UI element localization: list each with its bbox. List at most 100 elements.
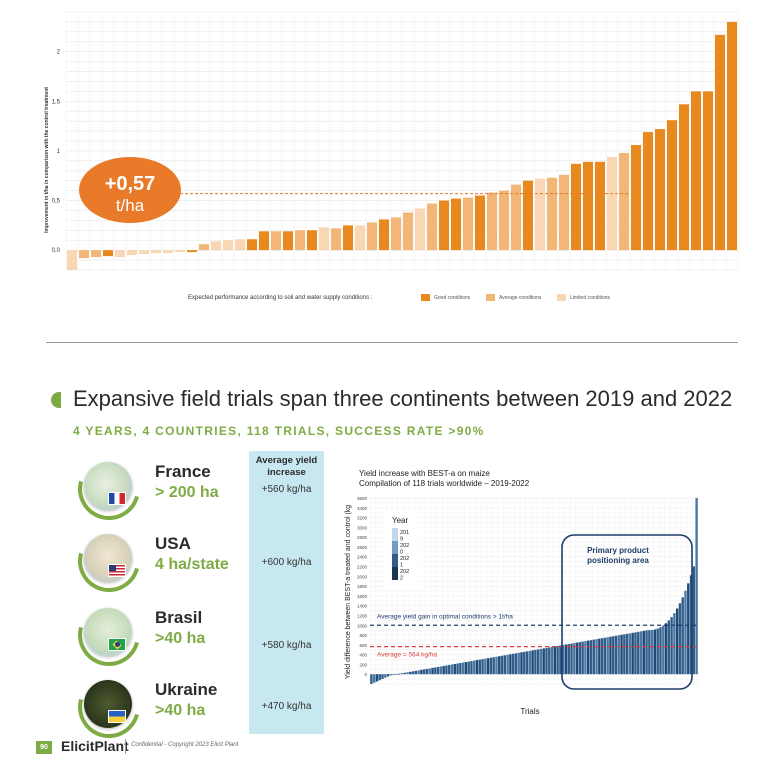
bar: [259, 231, 269, 251]
country-name: France: [155, 462, 211, 481]
bar: [423, 669, 426, 675]
optimal-gain-label: Average yield gain in optimal conditions…: [377, 613, 513, 620]
bar: [662, 625, 665, 675]
bar: [456, 663, 459, 675]
bar: [464, 662, 468, 675]
year-legend-label: 9: [400, 537, 403, 543]
bar: [481, 659, 484, 675]
bar: [467, 661, 470, 675]
bar: [607, 156, 617, 251]
bar: [727, 21, 737, 251]
bar: [695, 498, 698, 675]
bar: [475, 660, 479, 675]
bar: [403, 212, 413, 251]
average-yield-column: [249, 451, 324, 734]
top-chart-y-axis: 0,0 0,5 1 1,5 2: [52, 50, 61, 254]
bar: [235, 239, 245, 251]
country-name: Brasil: [155, 608, 203, 627]
bar: [589, 640, 593, 675]
bar: [403, 672, 406, 675]
bar: [428, 668, 431, 675]
bar: [91, 250, 101, 258]
bar: [506, 654, 509, 675]
usa-flag-icon: [108, 564, 126, 577]
bar: [592, 639, 595, 675]
country-usa: USA 4 ha/state: [66, 518, 262, 604]
bar: [175, 250, 185, 253]
bar: [307, 230, 317, 251]
footer-confidential: Confidential - Copyright 2023 Elicit Pla…: [131, 742, 239, 748]
bar: [436, 666, 440, 675]
bar: [381, 674, 384, 679]
top-yield-chart: 0,0 0,5 1 1,5 2 Improvement in t/ha in compa…: [44, 11, 739, 301]
bar: [703, 91, 713, 251]
y-tick-label: 2800: [357, 535, 368, 540]
y-tick-label: 3000: [357, 525, 368, 530]
bar: [525, 651, 529, 675]
legend-label-good: Good conditions: [434, 295, 471, 301]
top-chart-bars: [67, 21, 737, 270]
bar: [378, 674, 381, 681]
bar: [498, 656, 501, 675]
bar: [539, 648, 543, 675]
bar: [67, 250, 77, 270]
bar: [670, 617, 673, 675]
page-number: 90: [36, 741, 52, 754]
bar: [667, 620, 671, 675]
bar: [715, 34, 725, 251]
y-tick-label: 3200: [357, 516, 368, 521]
ukraine-map-icon: [66, 664, 152, 750]
bar: [542, 648, 545, 675]
bar: [535, 178, 545, 251]
mean-bubble-unit: t/ha: [116, 196, 145, 215]
bottom-chart-bars: [370, 498, 698, 684]
bar: [486, 658, 490, 675]
bar: [386, 674, 390, 677]
footer-separator: [125, 739, 126, 754]
positioning-label-1: Primary product: [587, 546, 649, 555]
bar: [609, 636, 612, 675]
year-legend-title: Year: [392, 516, 409, 525]
brazil-flag-icon: [108, 638, 126, 651]
bar: [247, 239, 257, 251]
bar: [151, 250, 161, 254]
year-swatch-2019: [392, 528, 398, 541]
year-legend-label: 2: [400, 576, 403, 582]
year-legend-label: 0: [400, 550, 403, 556]
bar: [343, 225, 353, 251]
bar: [578, 642, 582, 675]
bar: [397, 673, 401, 675]
bottom-chart-y-label: Yield difference between BEST-a treated …: [345, 505, 352, 679]
bar: [500, 655, 504, 675]
bar: [372, 674, 376, 683]
bar: [687, 583, 690, 675]
y-tick-label: 1000: [357, 623, 368, 628]
bar: [534, 649, 537, 675]
bar: [199, 244, 209, 251]
bar: [639, 631, 643, 675]
bar: [603, 637, 607, 675]
bar: [223, 240, 233, 251]
country-area: > 200 ha: [155, 484, 219, 501]
bar: [511, 184, 521, 251]
bar: [681, 597, 684, 675]
bar: [414, 670, 418, 675]
bar: [434, 667, 437, 675]
section-title: Expansive field trials span three contin…: [73, 386, 733, 411]
legend-swatch-limited: [557, 294, 566, 301]
year-swatch-2022: [392, 567, 398, 580]
bottom-chart-subtitle: Compilation of 118 trials worldwide – 20…: [359, 479, 530, 488]
top-chart-legend: Expected performance according to soil a…: [188, 294, 611, 301]
bar: [103, 250, 113, 257]
bar: [499, 190, 509, 251]
y-tick-label: 1400: [357, 604, 368, 609]
year-legend-label: 201: [400, 530, 409, 536]
bar: [625, 633, 629, 675]
bar: [620, 634, 623, 675]
bar: [631, 632, 634, 675]
legend-label-average: Average conditions: [499, 295, 542, 301]
bar: [570, 643, 573, 675]
bar: [628, 633, 632, 675]
bar: [637, 631, 640, 675]
bar: [617, 635, 620, 675]
